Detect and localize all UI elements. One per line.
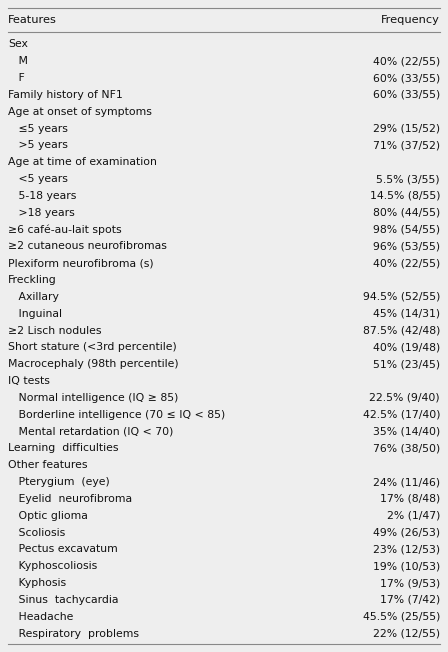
Text: Short stature (<3rd percentile): Short stature (<3rd percentile) <box>8 342 177 353</box>
Text: Borderline intelligence (70 ≤ IQ < 85): Borderline intelligence (70 ≤ IQ < 85) <box>8 409 225 420</box>
Text: Scoliosis: Scoliosis <box>8 527 65 538</box>
Text: 42.5% (17/40): 42.5% (17/40) <box>362 409 440 420</box>
Text: 29% (15/52): 29% (15/52) <box>373 124 440 134</box>
Text: 98% (54/55): 98% (54/55) <box>373 224 440 235</box>
Text: 19% (10/53): 19% (10/53) <box>373 561 440 571</box>
Text: Mental retardation (IQ < 70): Mental retardation (IQ < 70) <box>8 426 173 437</box>
Text: Learning  difficulties: Learning difficulties <box>8 443 119 453</box>
Text: 87.5% (42/48): 87.5% (42/48) <box>362 325 440 336</box>
Text: Axillary: Axillary <box>8 292 59 302</box>
Text: <5 years: <5 years <box>8 174 68 184</box>
Text: Sinus  tachycardia: Sinus tachycardia <box>8 595 119 605</box>
Text: Kyphosis: Kyphosis <box>8 578 66 588</box>
Text: 2% (1/47): 2% (1/47) <box>387 511 440 521</box>
Text: 22% (12/55): 22% (12/55) <box>373 629 440 638</box>
Text: Other features: Other features <box>8 460 87 470</box>
Text: 17% (8/48): 17% (8/48) <box>380 494 440 504</box>
Text: Age at time of examination: Age at time of examination <box>8 157 157 168</box>
Text: 49% (26/53): 49% (26/53) <box>373 527 440 538</box>
Text: 45% (14/31): 45% (14/31) <box>373 309 440 319</box>
Text: 60% (33/55): 60% (33/55) <box>373 90 440 100</box>
Text: 35% (14/40): 35% (14/40) <box>373 426 440 437</box>
Text: 24% (11/46): 24% (11/46) <box>373 477 440 487</box>
Text: 71% (37/52): 71% (37/52) <box>373 140 440 151</box>
Text: 40% (22/55): 40% (22/55) <box>373 258 440 268</box>
Text: Pectus excavatum: Pectus excavatum <box>8 544 118 554</box>
Text: Respiratory  problems: Respiratory problems <box>8 629 139 638</box>
Text: Headache: Headache <box>8 612 73 622</box>
Text: Frequency: Frequency <box>381 15 440 25</box>
Text: Freckling: Freckling <box>8 275 57 285</box>
Text: 17% (7/42): 17% (7/42) <box>380 595 440 605</box>
Text: 51% (23/45): 51% (23/45) <box>373 359 440 369</box>
Text: M: M <box>8 56 28 67</box>
Text: 45.5% (25/55): 45.5% (25/55) <box>362 612 440 622</box>
Text: 14.5% (8/55): 14.5% (8/55) <box>370 191 440 201</box>
Text: 76% (38/50): 76% (38/50) <box>373 443 440 453</box>
Text: Family history of NF1: Family history of NF1 <box>8 90 123 100</box>
Text: Sex: Sex <box>8 39 28 50</box>
Text: Pterygium  (eye): Pterygium (eye) <box>8 477 110 487</box>
Text: Inguinal: Inguinal <box>8 309 62 319</box>
Text: 22.5% (9/40): 22.5% (9/40) <box>369 393 440 403</box>
Text: >5 years: >5 years <box>8 140 68 151</box>
Text: Features: Features <box>8 15 57 25</box>
Text: 94.5% (52/55): 94.5% (52/55) <box>362 292 440 302</box>
Text: Macrocephaly (98th percentile): Macrocephaly (98th percentile) <box>8 359 179 369</box>
Text: Eyelid  neurofibroma: Eyelid neurofibroma <box>8 494 132 504</box>
Text: Normal intelligence (IQ ≥ 85): Normal intelligence (IQ ≥ 85) <box>8 393 178 403</box>
Text: Optic glioma: Optic glioma <box>8 511 88 521</box>
Text: 60% (33/55): 60% (33/55) <box>373 73 440 83</box>
Text: ≤5 years: ≤5 years <box>8 124 68 134</box>
Text: 5.5% (3/55): 5.5% (3/55) <box>376 174 440 184</box>
Text: 5-18 years: 5-18 years <box>8 191 76 201</box>
Text: Plexiform neurofibroma (s): Plexiform neurofibroma (s) <box>8 258 154 268</box>
Text: 80% (44/55): 80% (44/55) <box>373 208 440 218</box>
Text: 40% (19/48): 40% (19/48) <box>373 342 440 353</box>
Text: F: F <box>8 73 25 83</box>
Text: ≥2 cutaneous neurofibromas: ≥2 cutaneous neurofibromas <box>8 241 167 252</box>
Text: Age at onset of symptoms: Age at onset of symptoms <box>8 107 152 117</box>
Text: ≥6 café-au-lait spots: ≥6 café-au-lait spots <box>8 224 121 235</box>
Text: Kyphoscoliosis: Kyphoscoliosis <box>8 561 97 571</box>
Text: 23% (12/53): 23% (12/53) <box>373 544 440 554</box>
Text: IQ tests: IQ tests <box>8 376 50 386</box>
Text: 96% (53/55): 96% (53/55) <box>373 241 440 252</box>
Text: >18 years: >18 years <box>8 208 75 218</box>
Text: 40% (22/55): 40% (22/55) <box>373 56 440 67</box>
Text: 17% (9/53): 17% (9/53) <box>380 578 440 588</box>
Text: ≥2 Lisch nodules: ≥2 Lisch nodules <box>8 325 102 336</box>
